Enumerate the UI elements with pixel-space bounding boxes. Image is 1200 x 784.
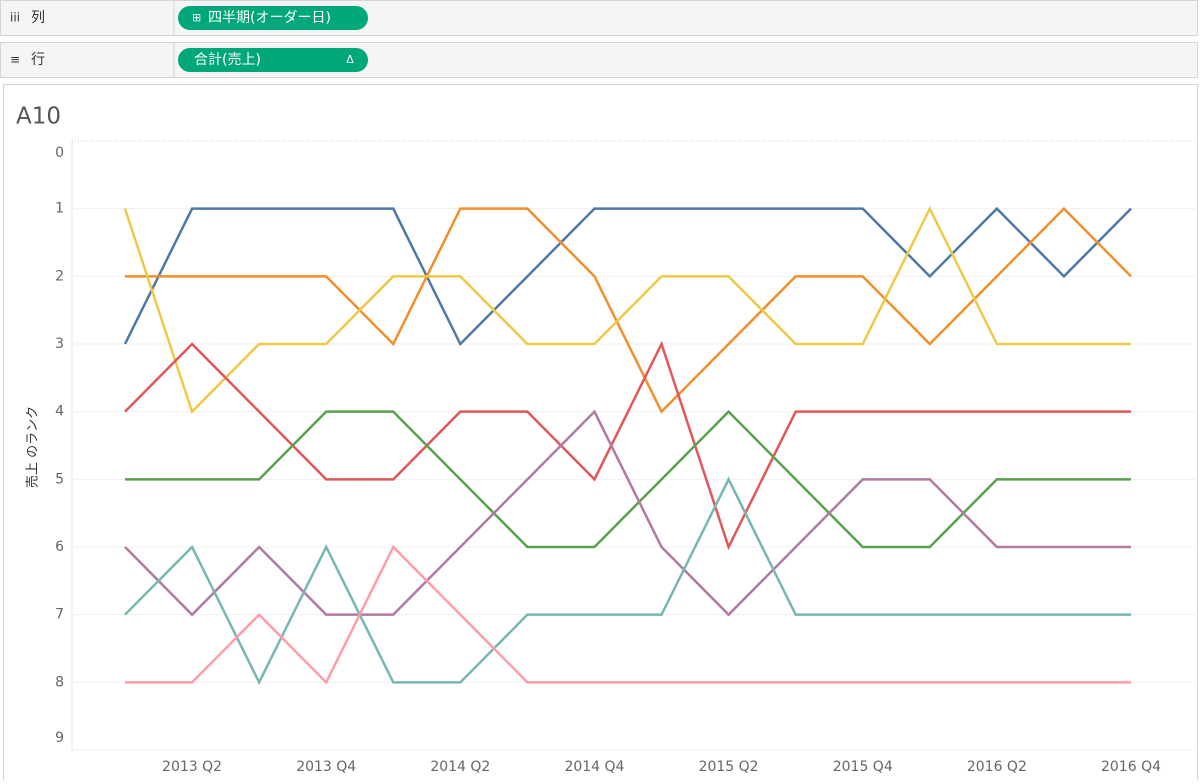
- x-tick-label: 2013 Q2: [162, 759, 222, 775]
- series-line: [123, 205, 1131, 414]
- series-line: [125, 206, 1132, 414]
- y-axis-label: 売上 のランク: [25, 406, 41, 488]
- pill-icon: ⊞: [192, 11, 201, 24]
- series-line: [123, 206, 1132, 347]
- shelf-icon: iii: [10, 11, 20, 25]
- x-tick-label: 2013 Q4: [296, 759, 356, 775]
- y-tick-label: 2: [55, 268, 64, 284]
- series-line: [124, 409, 1131, 617]
- y-tick-label: 8: [55, 674, 64, 690]
- y-tick-label: 0: [55, 145, 64, 161]
- y-tick-label: 1: [55, 201, 64, 217]
- pill[interactable]: [178, 48, 368, 72]
- y-tick-label: 3: [55, 336, 64, 352]
- pill-text: 四半期(オーダー日): [208, 10, 331, 26]
- series-line: [124, 476, 1131, 686]
- x-tick-label: 2016 Q4: [1101, 759, 1161, 775]
- y-tick-label: 7: [55, 607, 64, 623]
- pill-icon: Δ: [346, 53, 354, 66]
- shelf-label: 列: [31, 10, 45, 26]
- x-tick-label: 2014 Q4: [564, 759, 624, 775]
- shelf-icon: ≡: [10, 53, 20, 67]
- x-tick-label: 2016 Q2: [967, 759, 1027, 775]
- pill-text: 合計(売上): [194, 52, 261, 68]
- y-tick-label: 5: [55, 471, 64, 487]
- pill[interactable]: [178, 6, 368, 30]
- x-tick-label: 2015 Q4: [833, 759, 893, 775]
- chart-title: A10: [16, 104, 61, 130]
- shelf-label: 行: [31, 52, 45, 68]
- y-tick-label: 9: [55, 730, 64, 746]
- y-tick-label: 4: [55, 404, 64, 420]
- view-pane: [3, 84, 1198, 784]
- x-tick-label: 2014 Q2: [430, 759, 490, 775]
- y-tick-label: 6: [55, 539, 64, 555]
- series-line: [125, 544, 1131, 685]
- x-tick-label: 2015 Q2: [699, 759, 759, 775]
